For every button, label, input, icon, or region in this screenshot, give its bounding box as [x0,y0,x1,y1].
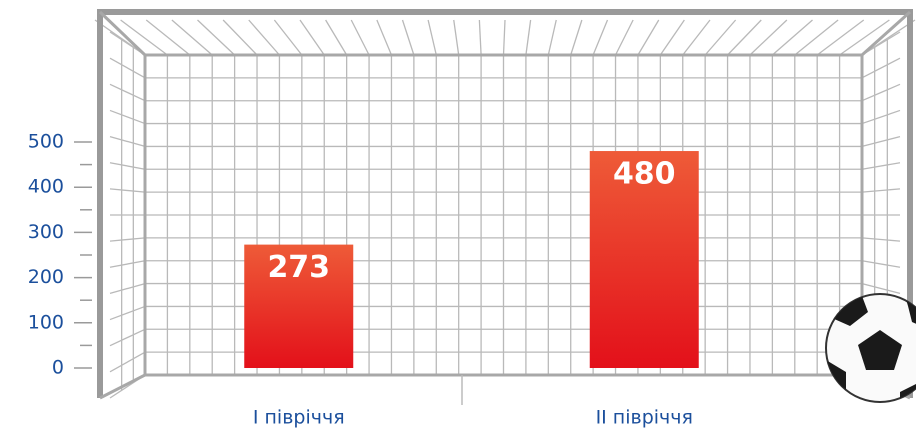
net-line [526,20,531,55]
net-line [110,58,145,78]
net-line [110,306,145,319]
net-line [377,20,392,55]
net-line [454,20,459,55]
y-tick-label: 300 [28,221,64,243]
value-label: 480 [613,157,676,192]
net-line [110,163,145,170]
page: {"chart_data": {"type": "bar", "categori… [0,0,916,433]
net-line [504,20,506,55]
y-tick-label: 400 [28,176,64,198]
net-line [795,20,838,55]
chart: 0 100 200 300 400 500 I півріччя 273 II півріччя… [0,0,916,433]
net-line [326,20,347,55]
net-line [638,20,659,55]
net-line [249,20,280,55]
net-line [110,137,145,147]
net-line [110,352,145,372]
net-line [571,20,582,55]
net-line [300,20,324,55]
value-label: 273 [267,250,330,285]
net-line [110,284,145,294]
goal-net [95,12,915,405]
y-tick-label: 200 [28,266,64,288]
net-line [772,20,812,55]
net-line [110,329,145,345]
net-line [862,137,900,147]
net-line [403,20,414,55]
net-line [660,20,684,55]
net-line [172,20,212,55]
net-line [862,189,900,192]
net-line [862,58,900,78]
net-line [862,261,900,268]
net-line [862,238,900,241]
net-line [110,189,145,192]
net-line [862,84,900,100]
net-line [862,163,900,170]
net-line [110,238,145,241]
net-line [616,20,634,55]
goal-frame [100,12,910,398]
net-line [862,284,900,294]
net-line [479,20,481,55]
soccer-ball [822,294,916,410]
y-tick-label: 0 [52,357,64,379]
x-tick-label: II півріччя [596,407,693,429]
net-line [146,20,190,55]
y-tick-label: 500 [28,131,64,153]
net-line [705,20,735,55]
net-line [428,20,436,55]
net-line [110,261,145,268]
x-tick-label: I півріччя [253,407,345,429]
net-line [110,84,145,100]
net-line [862,110,900,123]
net-line [351,20,369,55]
net-line [817,20,864,55]
net-line [593,20,607,55]
net-line [548,20,556,55]
net-line [683,20,710,55]
net-line [274,20,301,55]
net-line [110,110,145,123]
y-tick-label: 100 [28,311,64,333]
net-line [100,375,145,398]
